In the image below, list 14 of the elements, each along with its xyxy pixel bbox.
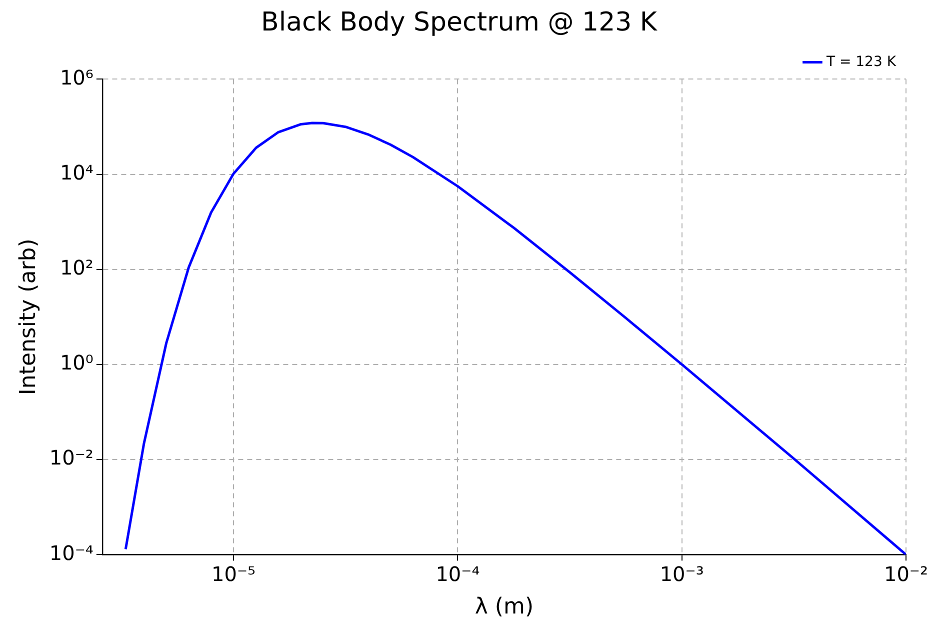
legend-label: T = 123 K [825,54,897,70]
y-tick-label: 10⁴ [60,160,94,184]
x-axis-title: λ (m) [474,594,534,620]
x-tick-label: 10⁻⁴ [436,562,480,586]
y-axis-title: Intensity (arb) [16,238,41,396]
x-tick-label: 10⁻⁵ [212,562,256,586]
x-tick-label: 10⁻³ [660,562,704,586]
y-tick-label: 10⁶ [60,65,94,90]
x-tick-label: 10⁻² [884,562,928,586]
y-tick-label: 10² [60,256,94,280]
y-tick-label: 10⁰ [60,350,94,375]
y-tick-label: 10⁻² [49,446,94,470]
chart-title: Black Body Spectrum @ 123 K [261,7,658,38]
y-tick-label: 10⁻⁴ [49,540,94,565]
